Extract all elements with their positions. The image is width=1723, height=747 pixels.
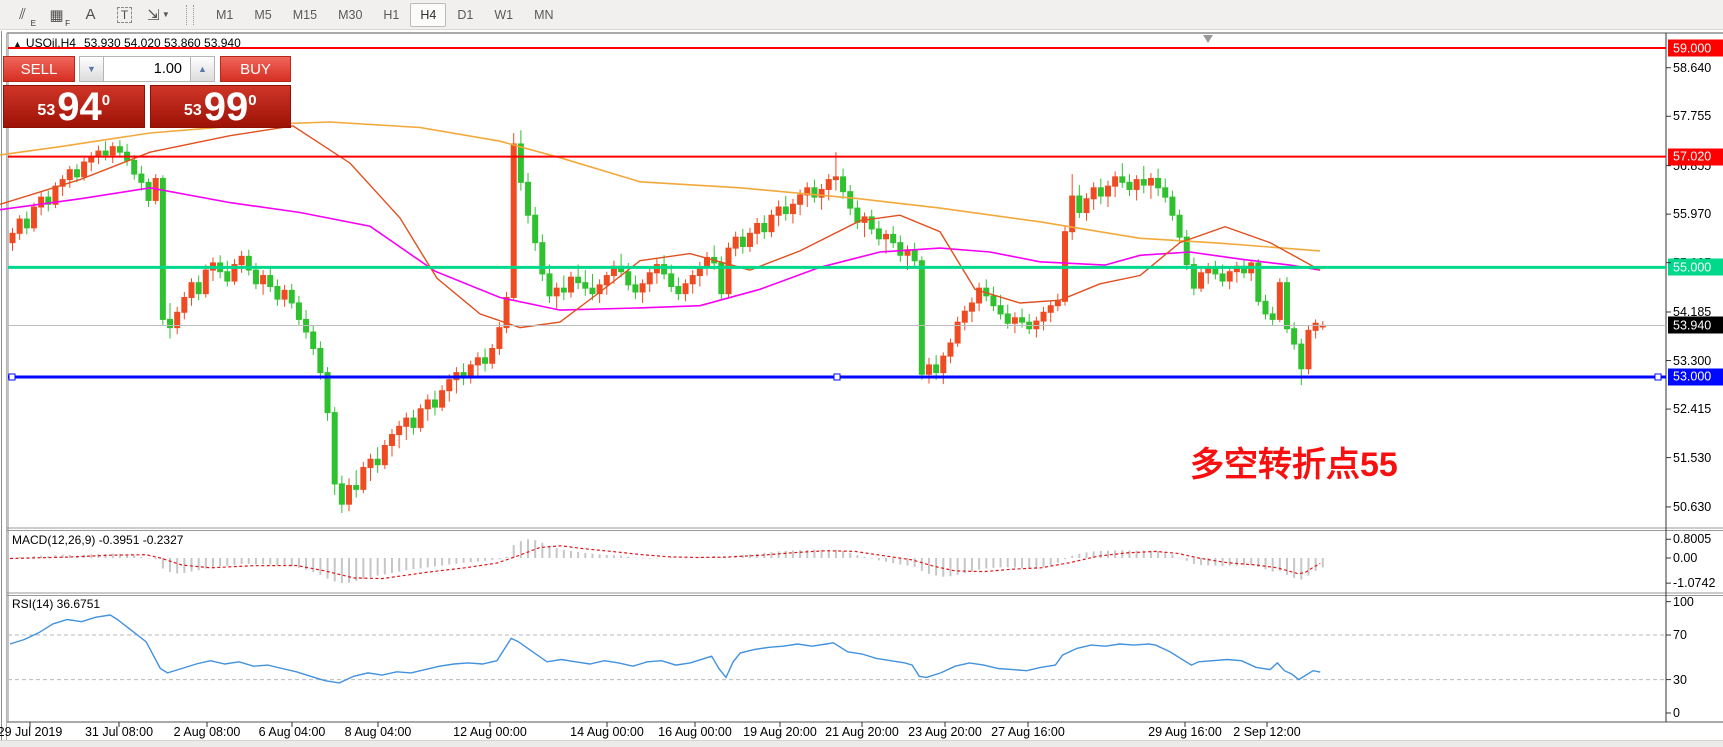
buy-button[interactable]: BUY <box>220 56 291 82</box>
rsi-line <box>9 614 1321 684</box>
price-axis-label: 52.415 <box>1673 402 1712 417</box>
rsi-axis-label: 30 <box>1673 672 1687 687</box>
toolbar-icons: ⫽ E ▦ F A T ⇲ ▼ <box>8 2 178 28</box>
date-axis-label: 2 Sep 12:00 <box>1233 725 1301 739</box>
macd-axis-label: -1.0742 <box>1673 576 1716 591</box>
date-axis-label: 12 Aug 00:00 <box>453 725 527 739</box>
timeframe-m15-button[interactable]: M15 <box>292 7 318 22</box>
date-axis-label: 29 Aug 16:00 <box>1148 725 1222 739</box>
macd-label: MACD(12,26,9) -0.3951 -0.2327 <box>12 533 184 547</box>
price-axis-label: 55.970 <box>1673 207 1712 222</box>
price-axis-flag: 53.940 <box>1668 316 1723 334</box>
macd-signal-line <box>9 545 1321 580</box>
chart-header: ▲ USOil,H4 53.930 54.020 53.860 53.940 <box>13 36 241 50</box>
macd-axis-label: 0.00 <box>1673 551 1698 565</box>
macd-axis-label: 0.8005 <box>1673 532 1712 547</box>
timeframe-d1-button[interactable]: D1 <box>457 7 474 22</box>
rsi-axis-label: 70 <box>1673 628 1687 643</box>
ma-slow-orange <box>0 121 1321 252</box>
price-axis-flag: 57.020 <box>1668 148 1723 166</box>
candles <box>9 130 1326 513</box>
date-axis-label: 27 Aug 16:00 <box>991 725 1065 739</box>
timeframe-m5-button[interactable]: M5 <box>254 7 272 22</box>
timeframe-h1-button[interactable]: H1 <box>383 7 400 22</box>
trendlines-tool-icon[interactable]: ⫽ E <box>19 6 36 28</box>
date-axis-label: 21 Aug 20:00 <box>825 725 899 739</box>
rsi-label: RSI(14) 36.6751 <box>12 597 101 611</box>
chart-shift-marker[interactable] <box>1203 35 1213 43</box>
buy-price-sup: 0 <box>248 92 257 109</box>
one-click-trading-panel: SELL ▼ ▲ BUY 53 94 0 53 99 0 <box>3 56 291 128</box>
buy-price-display[interactable]: 53 99 0 <box>149 85 291 130</box>
ohlc-values: 53.930 54.020 53.860 53.940 <box>83 36 241 50</box>
date-axis-label: 16 Aug 00:00 <box>658 725 732 739</box>
chart-left-edge <box>6 33 7 740</box>
timeframe-bar: M1 M5 M15 M30 H1 H4 D1 W1 MN <box>206 2 565 27</box>
ma-fast-red <box>0 125 1321 329</box>
buy-price-small: 53 <box>183 102 202 119</box>
price-axis-flag: 59.000 <box>1668 39 1723 57</box>
volume-increase-button[interactable]: ▲ <box>190 56 215 82</box>
ma-mid-magenta <box>0 186 1321 311</box>
buy-price-big: 99 <box>203 85 249 130</box>
toolbar: ⫽ E ▦ F A T ⇲ ▼ M1 M5 M15 M30 H1 H4 D1 W1 MN <box>0 0 1723 30</box>
label-tool-icon[interactable]: T <box>110 2 139 28</box>
timeframe-w1-button[interactable]: W1 <box>494 7 514 22</box>
date-axis-label: 19 Aug 20:00 <box>743 725 817 739</box>
date-axis-label: 29 Jul 2019 <box>0 725 63 739</box>
date-axis-label: 6 Aug 04:00 <box>258 725 326 739</box>
sell-button[interactable]: SELL <box>3 56 75 82</box>
toolbar-grip[interactable] <box>186 4 194 25</box>
price-axis-label: 57.755 <box>1673 109 1712 124</box>
window-bottom-strip <box>0 740 1723 747</box>
date-axis-label: 14 Aug 00:00 <box>570 725 644 739</box>
macd-histogram <box>11 539 1324 584</box>
line-handle[interactable] <box>1654 373 1662 381</box>
timeframe-mn-button[interactable]: MN <box>534 7 554 22</box>
sell-price-big: 94 <box>57 85 102 130</box>
date-axis-label: 8 Aug 04:00 <box>344 725 412 739</box>
window-left-edge <box>1 31 2 747</box>
timeframe-m1-button[interactable]: M1 <box>216 7 234 22</box>
sell-price-small: 53 <box>37 102 56 119</box>
line-handle[interactable] <box>833 373 841 381</box>
rsi-axis-label: 100 <box>1673 594 1694 609</box>
text-tool-icon[interactable]: A <box>85 6 96 23</box>
date-axis-label: 2 Aug 08:00 <box>173 725 241 739</box>
symbol-arrow-icon: ▲ <box>13 39 22 49</box>
chart-annotation[interactable]: 多空转折点55 <box>1190 446 1398 484</box>
volume-input[interactable] <box>104 56 190 82</box>
price-axis-label: 50.630 <box>1673 499 1712 514</box>
price-axis-flag: 53.000 <box>1668 368 1723 386</box>
arrows-tool-icon[interactable]: ⇲ ▼ <box>147 6 170 24</box>
timeframe-m30-button[interactable]: M30 <box>338 7 363 22</box>
sell-price-display[interactable]: 53 94 0 <box>3 85 145 128</box>
rsi-axis-label: 0 <box>1673 706 1680 720</box>
volume-decrease-button[interactable]: ▼ <box>79 56 104 82</box>
line-handle[interactable] <box>8 373 16 381</box>
sell-price-sup: 0 <box>101 92 111 109</box>
date-axis-label: 23 Aug 20:00 <box>908 725 982 739</box>
price-axis-flag: 55.000 <box>1668 258 1723 276</box>
price-axis-label: 58.640 <box>1673 60 1712 75</box>
price-axis-label: 51.530 <box>1673 450 1712 465</box>
price-axis-label: 53.300 <box>1673 353 1712 368</box>
timeframe-h4-button[interactable]: H4 <box>410 2 447 27</box>
date-axis-label: 31 Jul 08:00 <box>84 725 154 739</box>
price-axis-label: 54.185 <box>1673 305 1712 319</box>
fibo-grid-tool-icon[interactable]: ▦ F <box>49 6 70 28</box>
symbol-timeframe-label: USOil,H4 <box>25 36 76 50</box>
